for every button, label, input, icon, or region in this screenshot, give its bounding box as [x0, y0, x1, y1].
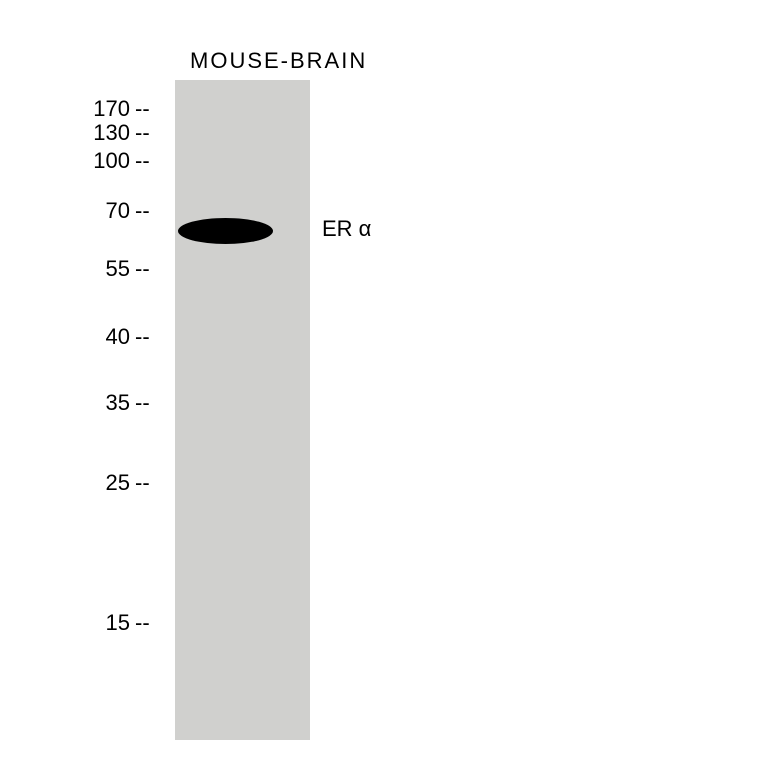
marker-tick: -- — [135, 470, 150, 496]
marker-label: 15 — [80, 610, 130, 636]
marker-label: 40 — [80, 324, 130, 350]
marker-label: 55 — [80, 256, 130, 282]
marker-tick: -- — [135, 324, 150, 350]
protein-band — [178, 218, 273, 244]
marker-tick: -- — [135, 610, 150, 636]
marker-tick: -- — [135, 198, 150, 224]
marker-tick: -- — [135, 390, 150, 416]
marker-label: 70 — [80, 198, 130, 224]
marker-tick: -- — [135, 96, 150, 122]
western-blot-figure: MOUSE-BRAIN ER α 170--130--100--70--55--… — [70, 20, 690, 740]
blot-lane — [175, 80, 310, 740]
marker-label: 25 — [80, 470, 130, 496]
band-label: ER α — [322, 216, 371, 242]
marker-tick: -- — [135, 120, 150, 146]
marker-label: 130 — [80, 120, 130, 146]
marker-tick: -- — [135, 256, 150, 282]
marker-label: 170 — [80, 96, 130, 122]
marker-tick: -- — [135, 148, 150, 174]
marker-label: 100 — [80, 148, 130, 174]
marker-label: 35 — [80, 390, 130, 416]
lane-label: MOUSE-BRAIN — [190, 48, 367, 74]
